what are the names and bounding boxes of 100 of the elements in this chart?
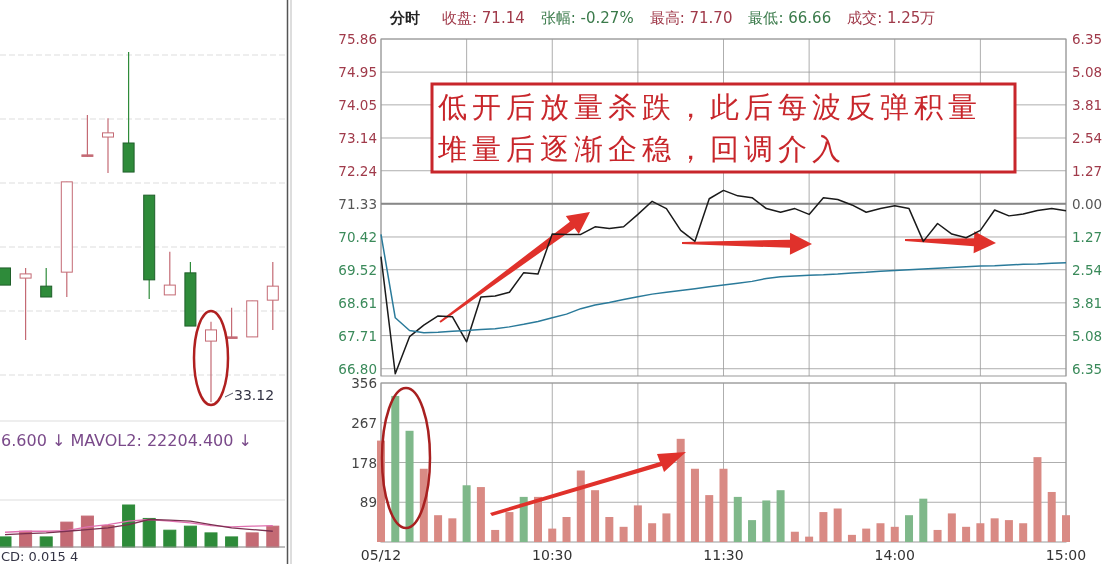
bar: [1047, 491, 1056, 542]
candlestick: [205, 321, 217, 403]
bar: [819, 512, 828, 542]
bar: [776, 490, 785, 542]
y2-tick-label: 5.08: [1072, 327, 1103, 344]
bar: [142, 517, 156, 548]
bar: [662, 513, 671, 542]
candlestick: [163, 251, 176, 296]
chart-title: 分时: [389, 9, 420, 27]
y-tick-label: 73.14: [338, 129, 377, 146]
bar: [476, 487, 485, 542]
bar: [876, 523, 885, 542]
bar: [919, 498, 928, 542]
x-tick-label: 14:00: [874, 547, 915, 563]
bar: [990, 518, 999, 542]
y2-tick-label: 5.08: [1072, 63, 1103, 80]
text: CD: 0.015 4: [1, 549, 79, 564]
bar: [676, 438, 685, 542]
y-tick-label: 66.80: [338, 360, 377, 377]
y2-tick-label: 1.27: [1072, 162, 1103, 179]
candlestick: [81, 114, 94, 158]
y2-tick-label: 3.81: [1072, 294, 1103, 311]
bar: [101, 525, 115, 548]
y2-tick-label: 2.54: [1072, 261, 1103, 278]
bar: [690, 468, 699, 542]
bar: [648, 523, 657, 542]
bar: [519, 496, 528, 542]
bar: [122, 504, 136, 548]
bar: [204, 532, 218, 548]
bar: [39, 536, 53, 548]
bar: [505, 512, 514, 542]
bar: [762, 500, 771, 542]
bar: [183, 525, 197, 548]
bar: [705, 495, 714, 542]
y-tick-label: 74.95: [338, 64, 377, 81]
bar: [0, 536, 12, 548]
bar: [790, 531, 799, 542]
bar: [1019, 523, 1028, 542]
y-tick-label: 68.61: [338, 294, 377, 311]
bar: [548, 528, 557, 542]
candlestick: [102, 117, 114, 174]
text: 6.600 ↓ MAVOL2: 22204.400 ↓: [1, 431, 252, 450]
candlestick: [266, 261, 279, 331]
bar: [933, 529, 942, 542]
y2-tick-label: 3.81: [1072, 96, 1103, 113]
bar: [591, 490, 600, 542]
bar: [905, 515, 914, 542]
y2-tick-label: 6.35: [1072, 31, 1103, 47]
text: 最低: 66.66: [748, 9, 832, 27]
bar: [1033, 457, 1042, 542]
y-tick-label: 67.71: [338, 327, 377, 344]
y2-tick-label: 6.35: [1072, 360, 1103, 377]
bar: [733, 496, 742, 542]
bar: [847, 534, 856, 542]
y-tick-label: 356: [351, 375, 377, 391]
bar: [947, 513, 956, 542]
text: 张幅: -0.27%: [540, 9, 634, 27]
x-tick-label: 11:30: [703, 547, 744, 563]
bar: [962, 526, 971, 542]
bar: [833, 508, 842, 542]
bar: [225, 536, 239, 548]
bar: [245, 532, 259, 548]
bar: [533, 496, 542, 542]
bar: [890, 526, 899, 542]
y-tick-label: 69.52: [338, 261, 377, 278]
y-tick-label: 70.42: [338, 228, 377, 245]
bar: [976, 523, 985, 542]
bar: [491, 529, 500, 542]
y-tick-label: 74.05: [338, 96, 377, 113]
bar: [605, 516, 614, 542]
bar: [719, 468, 728, 542]
bar: [1004, 520, 1013, 542]
bar: [805, 536, 814, 542]
bar: [448, 518, 457, 542]
y-tick-label: 72.24: [338, 162, 377, 179]
x-tick-label: 05/12: [360, 547, 402, 563]
bar: [405, 430, 414, 542]
x-tick-label: 10:30: [532, 547, 573, 563]
y2-tick-label: 0.00: [1072, 195, 1103, 212]
line-series: [380, 233, 1067, 334]
y2-tick-label: 2.54: [1072, 129, 1103, 146]
bar: [434, 515, 443, 542]
bar: [748, 520, 757, 542]
bar: [462, 485, 471, 542]
y-tick-label: 267: [351, 414, 377, 431]
bar: [862, 528, 871, 542]
bar: [633, 505, 642, 542]
bar: [619, 526, 628, 542]
candlestick: [225, 307, 238, 339]
annotation: 低开后放量杀跌，此后每波反弹积量堆量后逐渐企稳，回调介入: [438, 89, 983, 168]
bar: [562, 516, 571, 542]
bar: [391, 395, 400, 542]
y-tick-label: 71.33: [338, 195, 377, 212]
y2-tick-label: 1.27: [1072, 228, 1103, 245]
text: 收盘: 71.14: [442, 9, 525, 27]
candlestick: [19, 267, 32, 341]
bar: [576, 470, 585, 542]
bar: [163, 529, 177, 548]
line-series: [380, 189, 1067, 375]
text: 成交: 1.25万: [847, 9, 936, 27]
